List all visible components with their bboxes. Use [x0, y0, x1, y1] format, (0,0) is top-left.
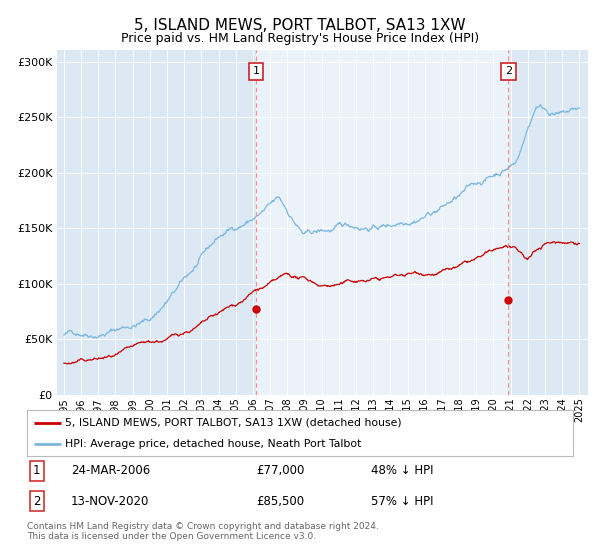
Text: 1: 1 — [253, 66, 260, 76]
Text: 57% ↓ HPI: 57% ↓ HPI — [371, 494, 433, 507]
Text: 48% ↓ HPI: 48% ↓ HPI — [371, 464, 433, 477]
Text: 5, ISLAND MEWS, PORT TALBOT, SA13 1XW (detached house): 5, ISLAND MEWS, PORT TALBOT, SA13 1XW (d… — [65, 418, 402, 428]
Text: £85,500: £85,500 — [256, 494, 304, 507]
Text: 2: 2 — [33, 494, 41, 507]
Text: £77,000: £77,000 — [256, 464, 305, 477]
Text: Contains HM Land Registry data © Crown copyright and database right 2024.
This d: Contains HM Land Registry data © Crown c… — [27, 522, 379, 542]
Text: HPI: Average price, detached house, Neath Port Talbot: HPI: Average price, detached house, Neat… — [65, 439, 362, 449]
Text: 24-MAR-2006: 24-MAR-2006 — [71, 464, 150, 477]
Text: 13-NOV-2020: 13-NOV-2020 — [71, 494, 149, 507]
Bar — [256, 50, 508, 395]
Text: 1: 1 — [33, 464, 41, 477]
Text: 5, ISLAND MEWS, PORT TALBOT, SA13 1XW: 5, ISLAND MEWS, PORT TALBOT, SA13 1XW — [134, 18, 466, 33]
Text: Price paid vs. HM Land Registry's House Price Index (HPI): Price paid vs. HM Land Registry's House … — [121, 32, 479, 45]
Text: 2: 2 — [505, 66, 512, 76]
